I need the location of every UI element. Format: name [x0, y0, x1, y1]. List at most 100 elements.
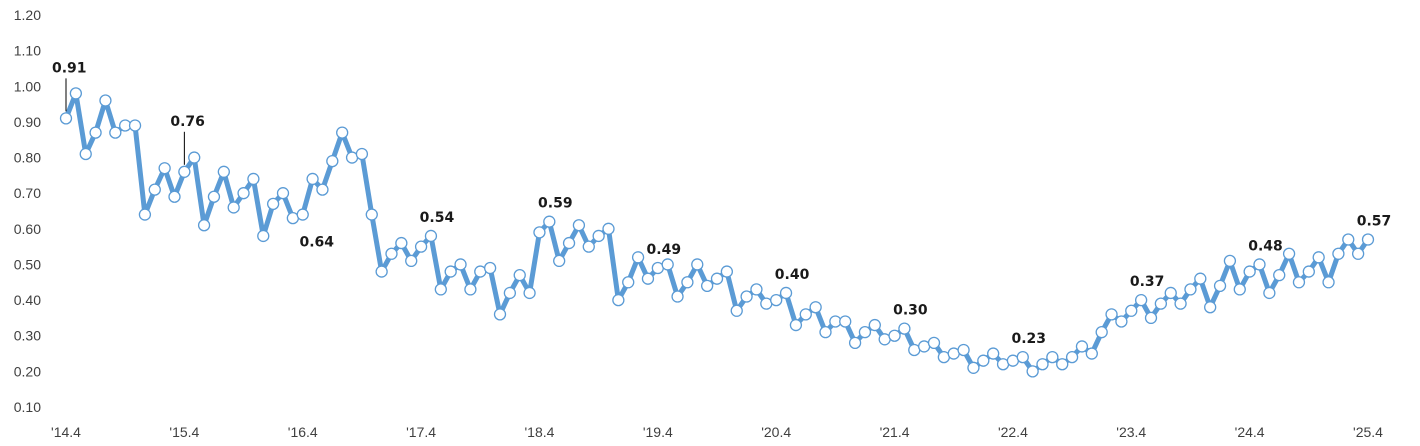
data-point: [1273, 268, 1286, 282]
x-tick-label: '25.4: [1353, 424, 1383, 440]
data-point: [375, 265, 388, 278]
data-point: [217, 165, 230, 178]
y-tick-label: 0.80: [14, 150, 41, 166]
data-point: [839, 315, 852, 328]
data-point: [1095, 326, 1108, 339]
data-point: [1312, 251, 1325, 264]
data-point: [326, 154, 339, 168]
data-point: [927, 336, 941, 350]
x-tick-label: '16.4: [288, 424, 318, 440]
data-point: [1026, 365, 1039, 378]
y-tick-label: 0.50: [14, 256, 41, 272]
data-label: 0.23: [1011, 331, 1046, 347]
y-tick-label: 0.90: [14, 114, 41, 130]
data-point: [799, 308, 812, 321]
data-point: [138, 208, 152, 221]
x-tick-label: '22.4: [998, 424, 1028, 440]
data-point: [977, 354, 990, 367]
data-point: [622, 276, 635, 289]
data-point: [355, 147, 369, 161]
data-point: [247, 172, 260, 186]
data-point: [168, 190, 181, 203]
y-tick-label: 1.00: [14, 78, 41, 94]
data-point: [1332, 247, 1345, 260]
data-point: [227, 201, 240, 214]
data-point: [957, 343, 970, 357]
data-point: [740, 290, 753, 303]
data-point: [1233, 283, 1246, 296]
data-point: [207, 190, 221, 203]
data-label: 0.76: [170, 114, 205, 130]
data-point: [592, 229, 605, 243]
data-point: [385, 247, 398, 260]
x-axis: '14.4 '15.4 '16.4 '17.4 '18.4 '19.4 '20.4 '21.4…: [51, 424, 1383, 440]
data-label: 0.49: [647, 242, 682, 258]
data-point: [661, 258, 674, 271]
data-point: [365, 208, 378, 221]
y-tick-label: 1.20: [14, 7, 41, 23]
data-point: [1342, 233, 1355, 246]
data-point: [424, 229, 438, 243]
data-point: [1134, 293, 1148, 307]
data-point: [967, 361, 980, 374]
data-point: [641, 272, 655, 285]
x-tick-label: '24.4: [1235, 424, 1265, 440]
data-point: [779, 286, 793, 300]
data-point: [1302, 265, 1315, 278]
data-label: 0.37: [1130, 274, 1165, 290]
data-point: [858, 326, 872, 339]
data-point: [444, 265, 457, 278]
data-point: [296, 208, 309, 221]
data-point: [197, 219, 211, 232]
data-point: [809, 301, 822, 314]
data-point: [1322, 276, 1335, 289]
data-point: [681, 276, 694, 289]
data-point: [158, 162, 171, 175]
data-point: [1075, 340, 1089, 353]
data-point: [1204, 301, 1217, 314]
data-point: [414, 240, 428, 253]
data-point: [148, 183, 161, 196]
data-point: [1253, 258, 1266, 271]
data-point: [1223, 254, 1237, 268]
data-point: [1243, 265, 1256, 278]
y-tick-label: 0.20: [14, 363, 41, 379]
data-point: [483, 261, 497, 275]
x-tick-label: '20.4: [761, 424, 791, 440]
x-tick-label: '15.4: [169, 424, 199, 440]
data-point: [1164, 286, 1177, 300]
data-point: [700, 279, 714, 292]
data-point: [582, 240, 595, 253]
data-label: 0.48: [1248, 238, 1283, 254]
data-point: [898, 322, 911, 335]
data-point: [276, 187, 290, 200]
x-tick-label: '21.4: [880, 424, 910, 440]
data-point: [987, 347, 1000, 360]
data-point: [237, 187, 250, 200]
data-label: 0.54: [420, 210, 455, 226]
y-tick-label: 0.70: [14, 185, 41, 201]
data-point: [1065, 350, 1079, 364]
data-point: [1046, 350, 1059, 364]
data-point: [1263, 286, 1276, 300]
data-point: [503, 286, 517, 300]
data-point: [395, 236, 408, 250]
y-tick-label: 0.60: [14, 221, 41, 237]
data-point: [464, 283, 477, 296]
data-point: [306, 172, 319, 186]
data-point: [1085, 347, 1098, 360]
x-tick-label: '14.4: [51, 424, 81, 440]
data-point: [188, 151, 201, 164]
data-point: [671, 290, 684, 303]
y-tick-label: 0.40: [14, 292, 41, 308]
data-point: [1154, 297, 1168, 310]
data-point: [710, 272, 724, 285]
data-point: [69, 87, 83, 100]
data-point: [99, 94, 112, 107]
data-point: [553, 254, 566, 268]
data-point: [434, 283, 447, 296]
data-point: [513, 268, 526, 282]
data-point: [336, 126, 349, 139]
data-point: [405, 254, 418, 268]
